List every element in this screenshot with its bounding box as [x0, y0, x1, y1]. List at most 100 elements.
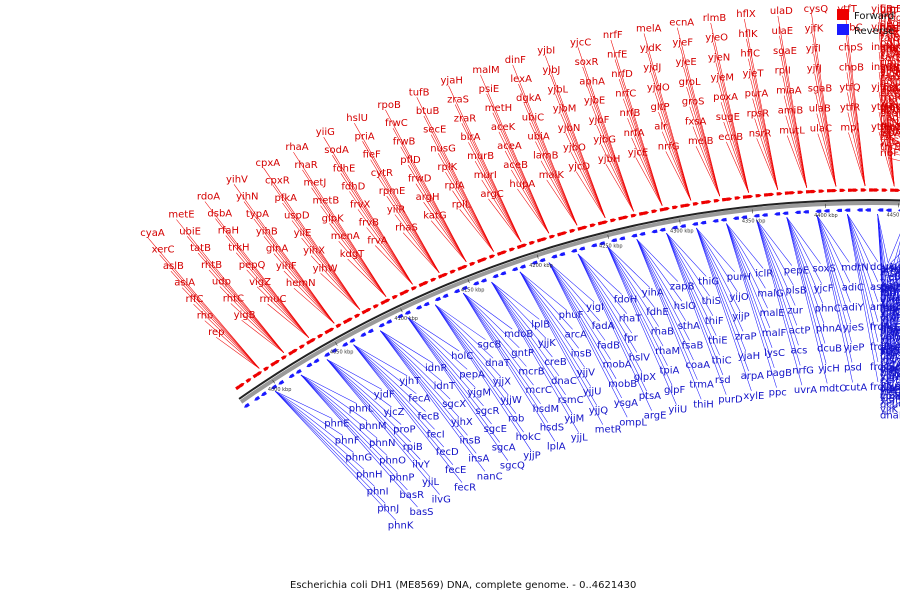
forward-leader-line [887, 132, 900, 152]
reverse-leader-line [786, 217, 821, 264]
reverse-gene-label: mcrB [880, 321, 900, 332]
forward-leader-line [686, 86, 721, 197]
forward-leader-line [786, 135, 808, 188]
forward-gene-label: rhtC [223, 293, 244, 304]
forward-gene-label: hflK [738, 29, 758, 40]
reverse-gene-label: rhaT [619, 314, 642, 325]
forward-gene-label: malK [539, 170, 565, 181]
forward-gene-label: yjdJ [643, 63, 661, 74]
reverse-gene-label: yjiL [422, 477, 439, 488]
forward-gene-label: ulaE [772, 26, 794, 37]
reverse-leader-line [434, 304, 501, 377]
reverse-leader-line [756, 219, 801, 366]
forward-gene-arrow [589, 223, 596, 228]
forward-gene-label: hupA [509, 179, 535, 190]
reverse-leader-line [462, 292, 541, 405]
forward-gene-label: yjhB [871, 4, 893, 15]
reverse-gene-arrow [442, 293, 449, 298]
reverse-gene-label: mdtO [819, 383, 847, 394]
forward-gene-label: glpK [322, 213, 344, 224]
genome-caption: Escherichia coli DH1 (ME8569) DNA, compl… [290, 580, 636, 591]
reverse-gene-label: sgcC [880, 346, 900, 357]
reverse-gene-label: gntP [511, 348, 534, 359]
forward-gene-arrow [508, 247, 516, 252]
reverse-leader-line [666, 233, 707, 277]
forward-gene-label: murB [467, 151, 494, 162]
reverse-gene-label: adiY [842, 302, 864, 313]
forward-gene-arrow [601, 220, 609, 225]
reverse-gene-label: yjgM [467, 388, 491, 399]
reverse-gene-arrow [378, 322, 385, 328]
reverse-gene-arrow [885, 208, 892, 212]
forward-gene-label: frvA [367, 236, 388, 247]
reverse-leader-line [326, 359, 431, 478]
reverse-gene-label: frdD [870, 382, 892, 393]
forward-gene-arrow [642, 211, 650, 215]
forward-gene-label: nrfE [607, 50, 627, 61]
forward-gene-label: sodA [324, 145, 349, 156]
reverse-gene-label: yjjL [571, 433, 588, 444]
forward-leader-line [517, 188, 550, 234]
forward-gene-arrow [481, 257, 488, 262]
forward-gene-label: yjbL [548, 84, 569, 95]
forward-leader-line [347, 258, 387, 297]
forward-gene-label: yiiR [387, 205, 405, 216]
forward-gene-label: melA [636, 23, 662, 34]
reverse-gene-label: glpX [634, 372, 656, 383]
reverse-gene-arrow [815, 209, 822, 213]
reverse-gene-label: thiS [702, 296, 721, 307]
reverse-leader-line [756, 219, 796, 306]
reverse-gene-label: dnaT [485, 358, 511, 369]
reverse-gene-label: ilvY [412, 460, 430, 471]
reverse-gene-arrow [631, 233, 638, 238]
forward-gene-label: rhaA [285, 142, 308, 153]
reverse-gene-label: fecR [454, 483, 476, 494]
reverse-leader-line [275, 391, 386, 504]
forward-gene-label: psiE [479, 84, 500, 95]
reverse-leader-line [847, 214, 879, 323]
forward-gene-label: ytfQ [839, 82, 860, 93]
forward-gene-label: ribF [880, 148, 899, 159]
reverse-gene-label: nrdG [880, 348, 900, 359]
reverse-gene-label: hslV [629, 353, 650, 364]
forward-leader-line [777, 15, 808, 188]
reverse-leader-line [786, 217, 823, 304]
reverse-gene-arrow [700, 220, 707, 225]
forward-gene-label: gltP [651, 102, 670, 113]
forward-leader-line [263, 167, 361, 310]
forward-leader-line [512, 64, 578, 226]
reverse-leader-line [607, 246, 664, 347]
forward-gene-label: yihW [313, 263, 338, 274]
reverse-gene-label: rpiR [880, 284, 900, 295]
reverse-gene-label: fdoH [614, 294, 638, 305]
forward-gene-label: groL [679, 77, 701, 88]
forward-gene-label: tufB [409, 87, 430, 98]
reverse-gene-label: gntP [880, 341, 900, 352]
reverse-gene-label: coaA [686, 360, 711, 371]
forward-leader-line [878, 131, 895, 187]
forward-gene-arrow [581, 225, 588, 230]
forward-gene-label: yigB [234, 310, 256, 321]
forward-gene-arrow [561, 231, 568, 236]
reverse-leader-line [887, 343, 900, 386]
reverse-gene-label: hsdM [533, 404, 560, 415]
forward-gene-label: yiiE [294, 228, 312, 239]
forward-leader-line [461, 123, 522, 243]
reverse-gene-label: xylE [743, 391, 764, 402]
forward-leader-line [492, 112, 550, 234]
forward-gene-arrow [500, 250, 508, 255]
forward-leader-line [887, 53, 900, 80]
forward-leader-line [310, 255, 361, 310]
reverse-leader-line [877, 213, 889, 263]
reverse-gene-label: thiC [712, 355, 732, 366]
forward-leader-line [204, 320, 260, 369]
reverse-gene-label: insB [460, 435, 481, 446]
reverse-gene-label: nrfG [792, 365, 814, 376]
forward-gene-label: yjfJ [807, 64, 822, 75]
reverse-gene-arrow [461, 285, 468, 290]
forward-leader-line [523, 103, 578, 226]
forward-gene-label: insN [871, 42, 893, 53]
forward-gene-label: frwD [408, 174, 432, 185]
forward-gene-label: frvB [359, 218, 380, 229]
forward-gene-label: rplL [452, 199, 471, 210]
